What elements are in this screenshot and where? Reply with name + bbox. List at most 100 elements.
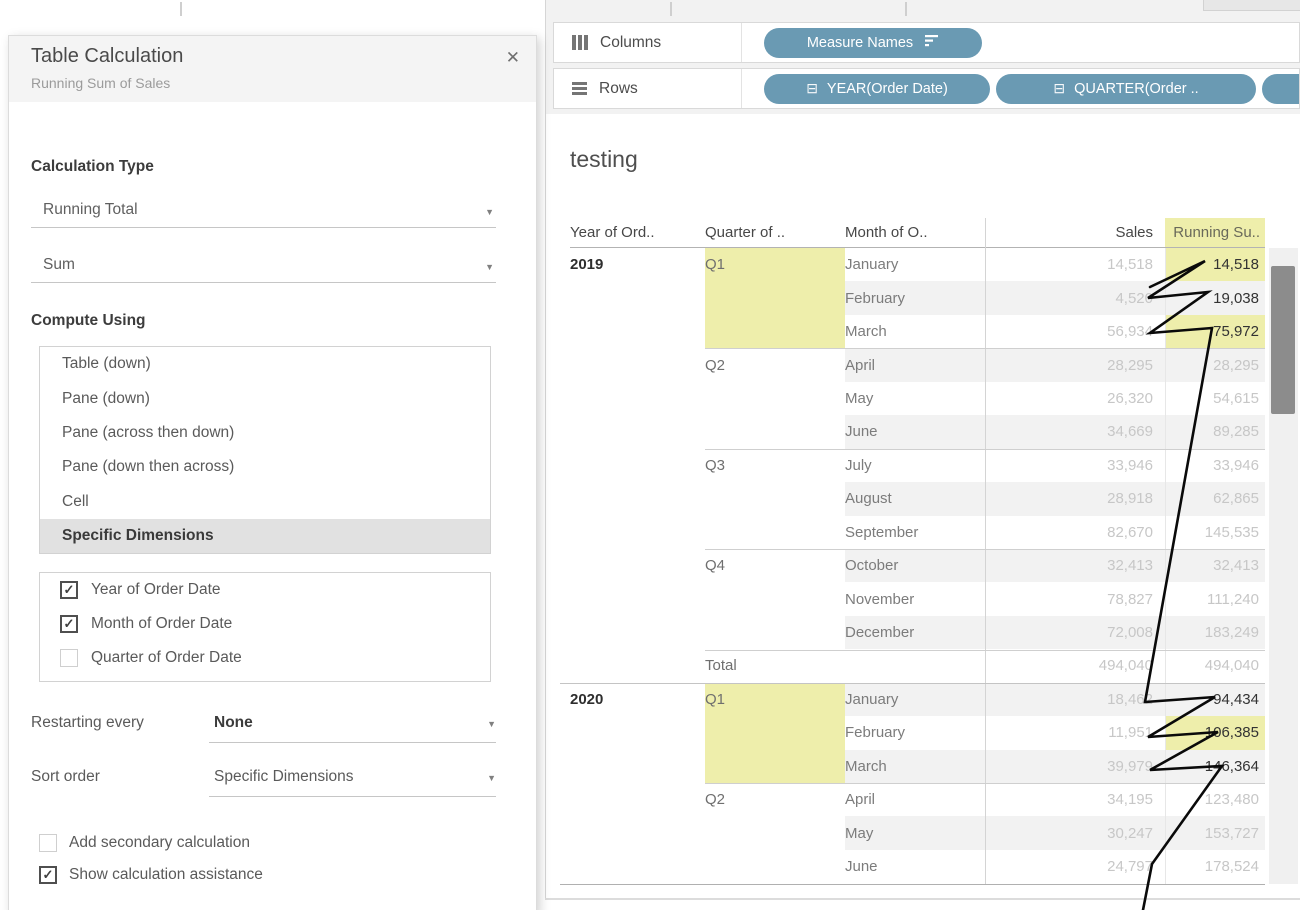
quarter-cell[interactable] bbox=[705, 415, 845, 448]
month-cell[interactable]: January bbox=[845, 256, 899, 274]
quarter-cell[interactable] bbox=[705, 516, 845, 549]
month-cell[interactable]: March bbox=[845, 749, 985, 783]
month-cell[interactable] bbox=[845, 649, 985, 682]
running-sum-value-cell[interactable]: 146,364 bbox=[1165, 749, 1265, 783]
running-sum-value-cell[interactable]: 33,946 bbox=[1213, 456, 1259, 474]
running-sum-value-cell[interactable]: 178,524 bbox=[1204, 858, 1259, 876]
column-header-sales[interactable]: Sales bbox=[1115, 224, 1153, 241]
sales-value-cell[interactable]: 30,247 bbox=[985, 816, 1165, 850]
year-cell[interactable] bbox=[570, 649, 705, 682]
sales-value-cell[interactable]: 32,413 bbox=[985, 548, 1165, 583]
vertical-scrollbar-thumb[interactable] bbox=[1271, 266, 1295, 414]
year-cell[interactable] bbox=[570, 348, 705, 381]
show-calculation-assistance-row[interactable]: ✓ Show calculation assistance bbox=[39, 866, 263, 884]
month-cell[interactable]: July bbox=[845, 456, 872, 474]
running-sum-value-cell[interactable]: 123,480 bbox=[1204, 791, 1259, 809]
month-cell[interactable]: August bbox=[845, 482, 985, 516]
sales-value-cell[interactable]: 11,951 bbox=[1108, 724, 1153, 742]
dimension-checkbox[interactable]: ✓ bbox=[60, 615, 78, 633]
quarter-cell[interactable] bbox=[705, 716, 845, 750]
sort-order-value[interactable]: Specific Dimensions bbox=[214, 768, 354, 785]
year-cell[interactable] bbox=[570, 281, 705, 314]
sales-value-cell[interactable]: 14,518 bbox=[1107, 256, 1153, 274]
year-cell[interactable] bbox=[570, 549, 705, 582]
month-cell[interactable]: November bbox=[845, 590, 915, 608]
add-secondary-calculation-row[interactable]: ✓ Add secondary calculation bbox=[39, 834, 250, 852]
running-sum-value-cell[interactable]: 153,727 bbox=[1165, 816, 1265, 850]
month-cell[interactable]: September bbox=[845, 523, 919, 541]
compute-option[interactable]: Pane (down) bbox=[62, 389, 150, 407]
sales-value-cell[interactable]: 39,979 bbox=[985, 749, 1165, 783]
running-sum-value-cell[interactable]: 62,865 bbox=[1165, 482, 1265, 516]
running-sum-value-cell[interactable]: 32,413 bbox=[1165, 548, 1265, 583]
quarter-cell[interactable]: Q2 bbox=[705, 791, 726, 809]
month-cell[interactable]: May bbox=[845, 816, 985, 850]
month-cell[interactable]: March bbox=[845, 323, 887, 341]
pill-measure-names[interactable]: Measure Names bbox=[764, 27, 982, 58]
close-icon[interactable]: ✕ bbox=[505, 48, 520, 67]
quarter-cell[interactable]: Q2 bbox=[705, 356, 726, 374]
quarter-cell[interactable] bbox=[705, 314, 845, 349]
year-cell[interactable] bbox=[570, 415, 705, 448]
sort-icon[interactable] bbox=[924, 34, 939, 52]
compute-option[interactable]: Specific Dimensions bbox=[40, 518, 490, 553]
running-sum-value-cell[interactable]: 494,040 bbox=[1204, 657, 1259, 675]
rows-shelf[interactable]: Rows ⊟ YEAR(Order Date) ⊟ QUARTER(Order .. bbox=[553, 68, 1300, 109]
pill-year-order-date[interactable]: ⊟ YEAR(Order Date) bbox=[764, 73, 990, 104]
column-header-quarter[interactable]: Quarter of .. bbox=[705, 224, 786, 241]
compute-option[interactable]: Pane (down then across) bbox=[62, 458, 235, 476]
running-sum-value-cell[interactable]: 19,038 bbox=[1165, 281, 1265, 315]
running-sum-value-cell[interactable]: 94,434 bbox=[1165, 682, 1265, 717]
running-sum-value-cell[interactable]: 106,385 bbox=[1165, 716, 1265, 750]
month-cell[interactable]: April bbox=[845, 348, 985, 382]
sales-value-cell[interactable]: 28,918 bbox=[985, 482, 1165, 516]
year-cell[interactable]: 2020 bbox=[570, 690, 604, 708]
pill-clipped[interactable] bbox=[1262, 73, 1299, 104]
pill-quarter-order[interactable]: ⊟ QUARTER(Order .. bbox=[996, 73, 1256, 104]
year-cell[interactable] bbox=[570, 750, 705, 783]
sales-value-cell[interactable]: 56,934 bbox=[1107, 323, 1153, 341]
running-sum-value-cell[interactable]: 75,972 bbox=[1165, 314, 1265, 349]
collapse-minus-icon[interactable]: ⊟ bbox=[806, 80, 818, 96]
month-cell[interactable]: January bbox=[845, 682, 985, 717]
sales-value-cell[interactable]: 82,670 bbox=[1107, 523, 1153, 541]
quarter-cell[interactable] bbox=[705, 582, 845, 615]
year-cell[interactable] bbox=[570, 850, 705, 883]
month-cell[interactable]: May bbox=[845, 389, 874, 407]
add-secondary-calculation-checkbox[interactable]: ✓ bbox=[39, 834, 57, 852]
quarter-cell[interactable] bbox=[705, 850, 845, 883]
quarter-cell[interactable] bbox=[705, 816, 845, 849]
calculation-type-dropdown[interactable]: Running Total ▼ bbox=[31, 188, 496, 228]
running-sum-value-cell[interactable]: 28,295 bbox=[1165, 348, 1265, 382]
month-cell[interactable]: June bbox=[845, 858, 878, 876]
compute-option[interactable]: Table (down) bbox=[62, 355, 151, 373]
year-cell[interactable] bbox=[570, 716, 705, 749]
sales-value-cell[interactable]: 34,669 bbox=[985, 415, 1165, 449]
dimension-row[interactable]: ✓ Quarter of Order Date bbox=[40, 641, 490, 675]
quarter-cell[interactable]: Q1 bbox=[705, 682, 845, 717]
quarter-cell[interactable]: Total bbox=[705, 657, 737, 675]
columns-shelf[interactable]: Columns Measure Names bbox=[553, 22, 1300, 63]
collapse-minus-icon[interactable]: ⊟ bbox=[1053, 80, 1066, 96]
dimension-row[interactable]: ✓ Month of Order Date bbox=[40, 607, 490, 641]
year-cell[interactable] bbox=[570, 482, 705, 515]
month-cell[interactable]: April bbox=[845, 791, 876, 809]
year-cell[interactable] bbox=[570, 516, 705, 549]
year-cell[interactable] bbox=[570, 816, 705, 849]
sales-value-cell[interactable]: 34,195 bbox=[1107, 791, 1153, 809]
month-cell[interactable]: October bbox=[845, 548, 985, 583]
aggregation-dropdown[interactable]: Sum ▼ bbox=[31, 243, 496, 283]
year-cell[interactable] bbox=[570, 783, 705, 816]
sales-value-cell[interactable]: 24,797 bbox=[1107, 858, 1153, 876]
running-sum-value-cell[interactable]: 145,535 bbox=[1204, 523, 1259, 541]
dimension-checkbox[interactable]: ✓ bbox=[60, 581, 78, 599]
running-sum-value-cell[interactable]: 14,518 bbox=[1165, 248, 1265, 282]
column-header-year[interactable]: Year of Ord.. bbox=[570, 224, 655, 241]
sales-value-cell[interactable]: 28,295 bbox=[985, 348, 1165, 382]
quarter-cell[interactable] bbox=[705, 281, 845, 315]
restarting-every-value[interactable]: None bbox=[214, 714, 253, 731]
quarter-cell[interactable] bbox=[705, 749, 845, 783]
dimension-checkbox[interactable]: ✓ bbox=[60, 649, 78, 667]
running-sum-value-cell[interactable]: 183,249 bbox=[1165, 615, 1265, 650]
running-sum-value-cell[interactable]: 89,285 bbox=[1165, 415, 1265, 449]
